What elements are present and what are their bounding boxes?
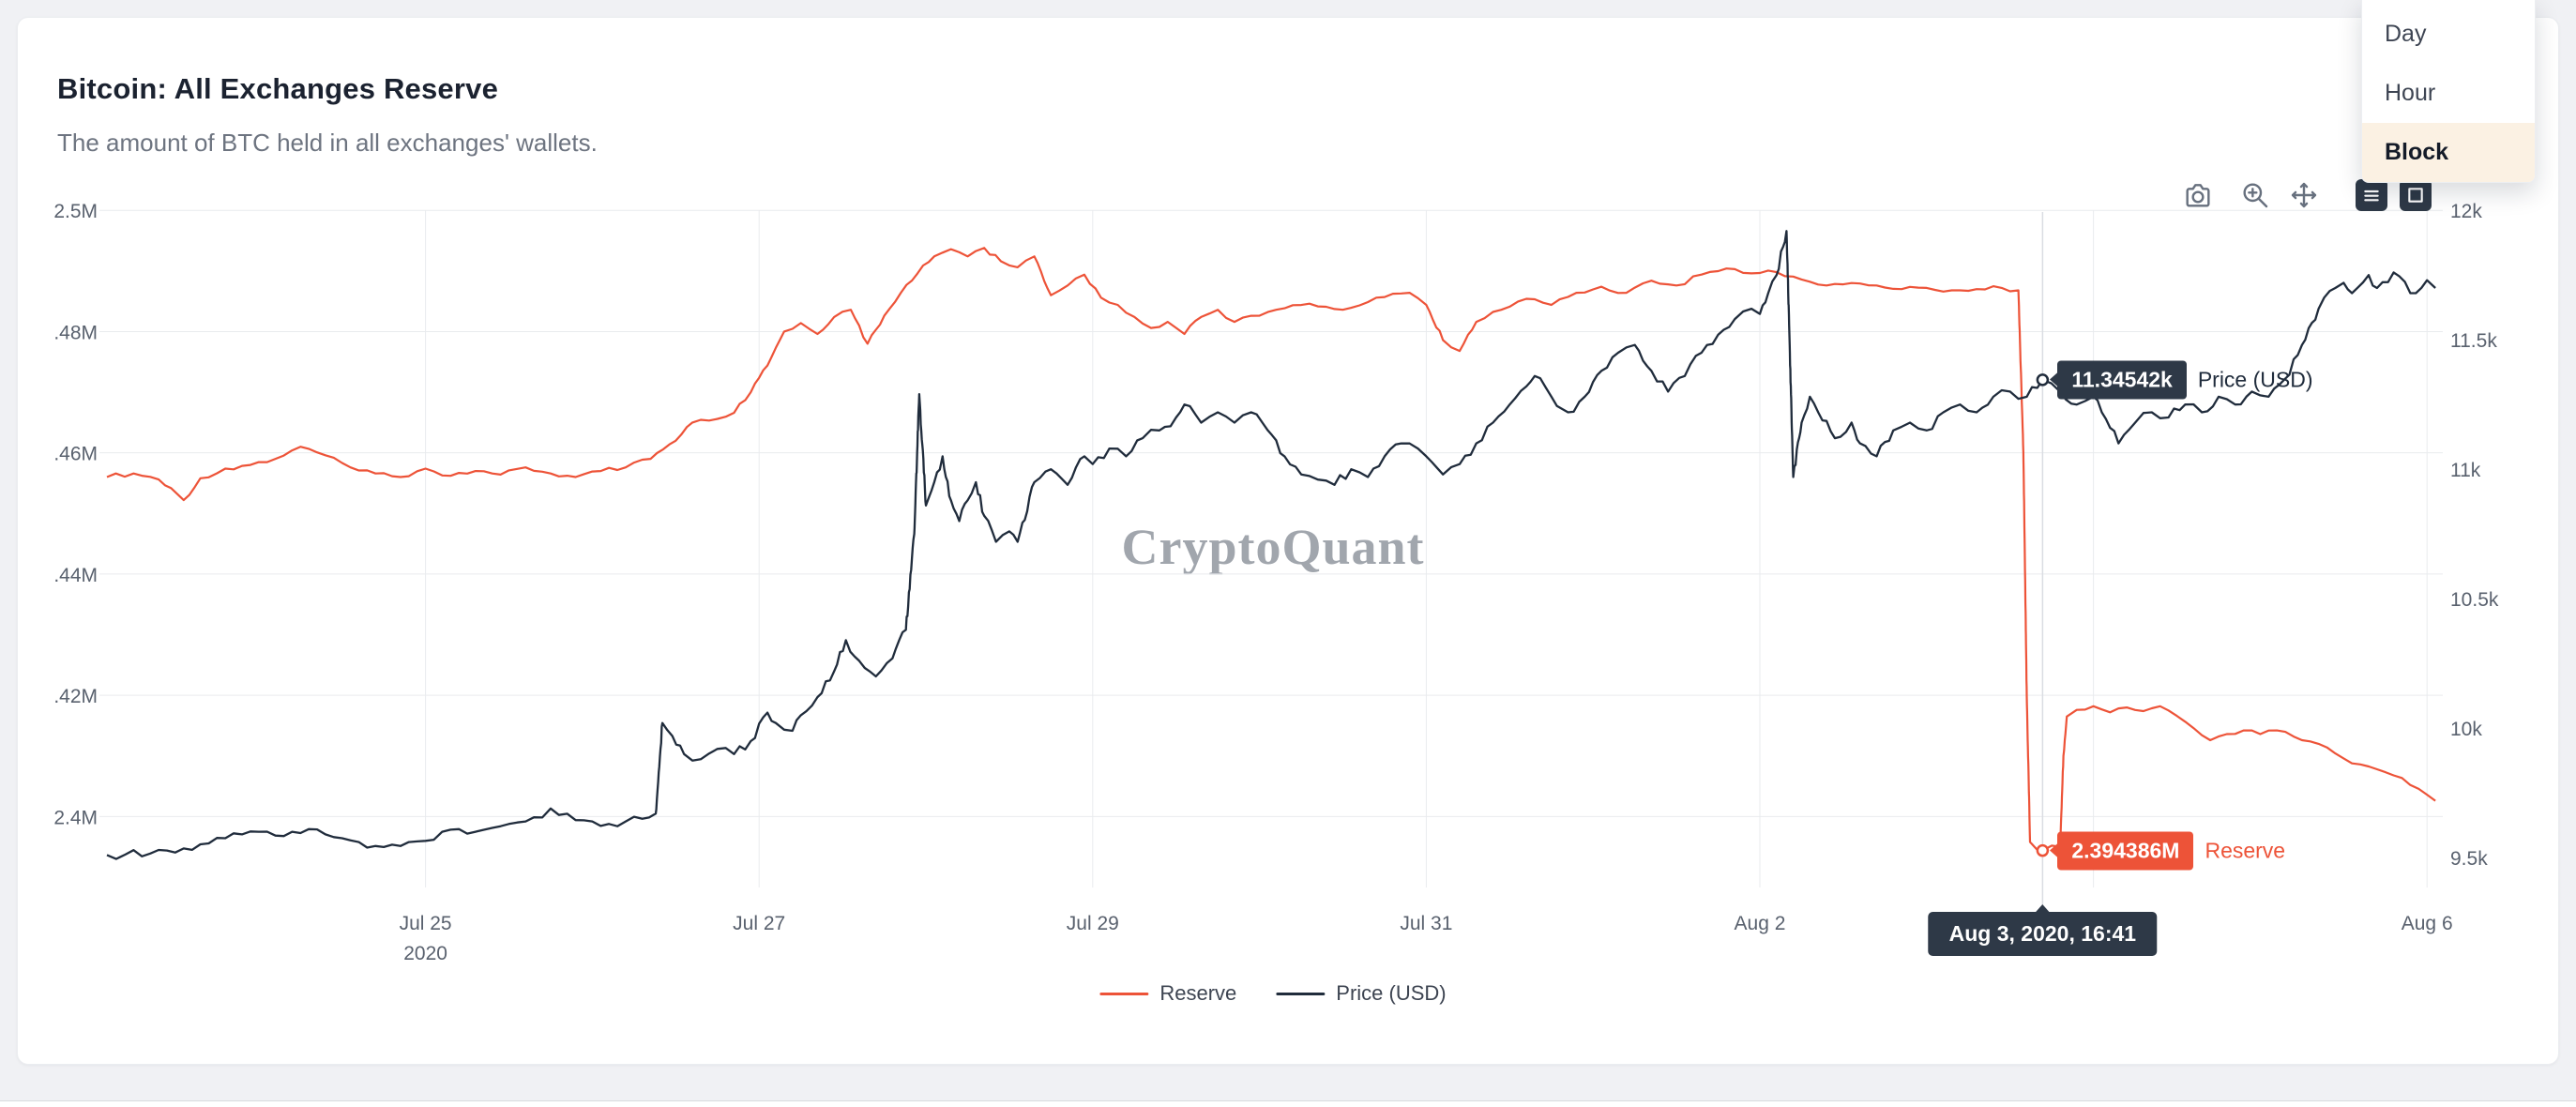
watermark: CryptoQuant: [1121, 519, 1425, 575]
reserve-tooltip-value: 2.394386M: [2071, 838, 2180, 863]
interval-dropdown: Day Hour Block: [2361, 0, 2536, 183]
tooltip-arrow-up-icon: [2035, 904, 2051, 913]
reserve-tooltip: 2.394386M Reserve: [2050, 831, 2286, 871]
page-title: Bitcoin: All Exchanges Reserve: [57, 72, 499, 105]
price-line-swatch: [1276, 992, 1326, 995]
camera-icon[interactable]: [2182, 179, 2214, 211]
date-tooltip: Aug 3, 2020, 16:41: [1928, 904, 2158, 956]
dropdown-item-day[interactable]: Day: [2385, 21, 2427, 47]
date-tooltip-text: Aug 3, 2020, 16:41: [1948, 921, 2137, 946]
legend-item-price[interactable]: Price (USD): [1276, 981, 1447, 1006]
price-tooltip-value-box: 11.34542k: [2050, 360, 2187, 400]
legend-item-reserve[interactable]: Reserve: [1099, 981, 1236, 1006]
price-tooltip-label: Price (USD): [2197, 367, 2313, 392]
tooltip-arrow-icon: [2050, 372, 2059, 387]
data-view-icon[interactable]: [2356, 179, 2387, 211]
legend-label-price: Price (USD): [1336, 981, 1447, 1005]
next-card-edge: [0, 1100, 2576, 1107]
legend-label-reserve: Reserve: [1159, 981, 1237, 1005]
tooltip-arrow-icon: [2050, 842, 2059, 858]
dropdown-item-hour[interactable]: Hour: [2385, 80, 2436, 106]
zoom-in-icon[interactable]: [2239, 179, 2271, 211]
restore-icon[interactable]: [2400, 179, 2432, 211]
page-subtitle: The amount of BTC held in all exchanges'…: [57, 129, 598, 157]
chart-header: Bitcoin: All Exchanges Reserve The amoun…: [57, 72, 598, 158]
price-tooltip: 11.34542k Price (USD): [2050, 360, 2313, 400]
dropdown-item-block[interactable]: Block: [2362, 123, 2535, 182]
price-tooltip-value: 11.34542k: [2071, 367, 2173, 392]
reserve-tooltip-label: Reserve: [2205, 838, 2286, 863]
reserve-tooltip-value-box: 2.394386M: [2050, 831, 2194, 871]
legend: Reserve Price (USD): [1099, 981, 1447, 1006]
pan-icon[interactable]: [2288, 179, 2320, 211]
reserve-line-swatch: [1099, 992, 1149, 995]
